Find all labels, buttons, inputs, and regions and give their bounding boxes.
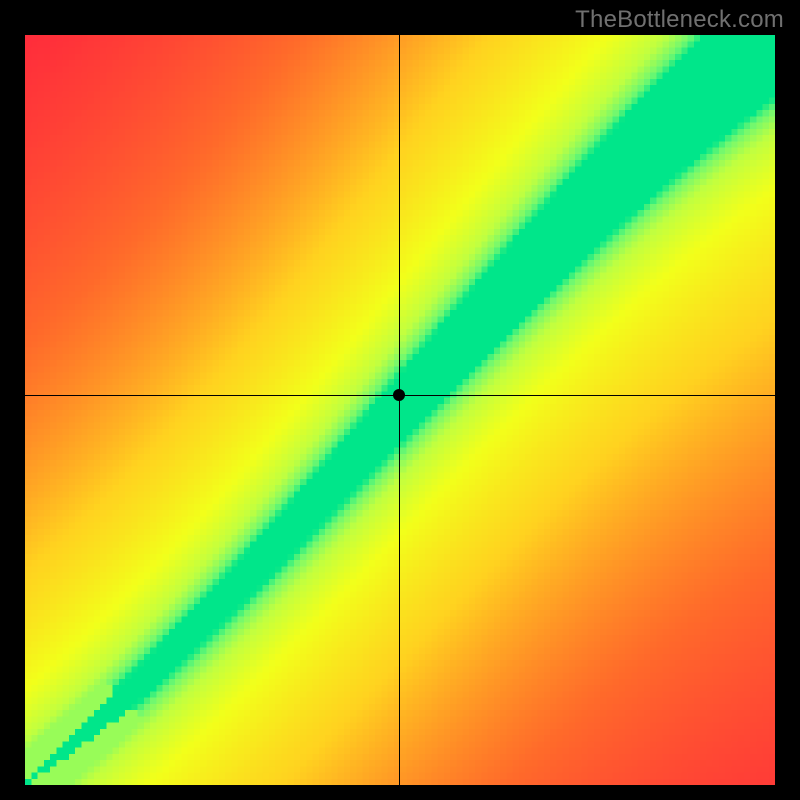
crosshair-vertical <box>399 35 400 785</box>
data-point-marker <box>393 389 405 401</box>
chart-frame: TheBottleneck.com <box>0 0 800 800</box>
heatmap-plot <box>25 35 775 785</box>
watermark-text: TheBottleneck.com <box>575 6 784 34</box>
